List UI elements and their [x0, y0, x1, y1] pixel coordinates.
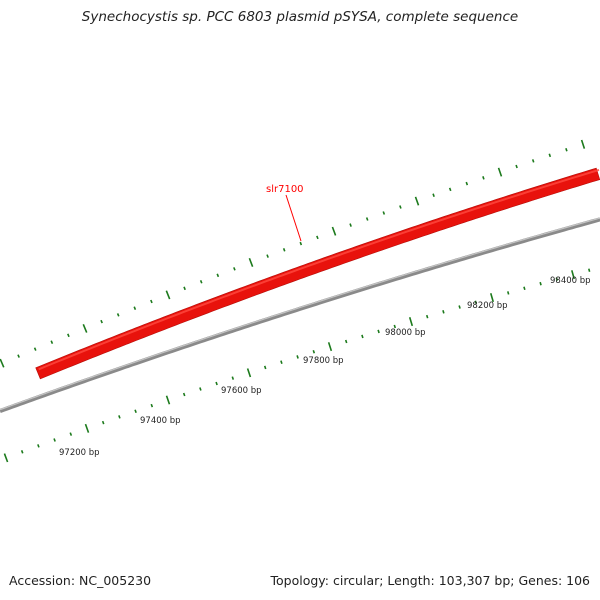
- inner-tick-major: [84, 423, 90, 433]
- outer-tick-track: [0, 139, 586, 368]
- inner-tick-minor: [199, 387, 202, 391]
- inner-tick-minor: [393, 324, 397, 329]
- inner-tick-minor: [69, 432, 73, 436]
- outer-tick-minor: [183, 286, 186, 291]
- inner-tick-minor: [215, 381, 218, 386]
- outer-tick-minor: [282, 248, 286, 252]
- outer-tick-major: [82, 323, 88, 333]
- inner-tick-minor: [474, 300, 478, 305]
- backbone-line: [0, 217, 600, 413]
- outer-tick-major: [414, 196, 420, 206]
- outer-tick-major: [331, 226, 337, 236]
- inner-tick-minor: [523, 286, 526, 291]
- gene-label-slr7100[interactable]: slr7100: [266, 184, 304, 195]
- inner-tick-minor: [101, 420, 105, 425]
- outer-tick-minor: [100, 319, 103, 324]
- inner-tick-minor: [280, 360, 283, 364]
- inner-tick-minor: [118, 415, 121, 419]
- inner-tick-minor: [37, 444, 40, 448]
- inner-tick-minor: [263, 365, 267, 370]
- inner-tick-minor: [231, 376, 235, 380]
- inner-tick-major: [246, 368, 252, 378]
- outer-tick-minor: [382, 211, 386, 215]
- inner-tick-track: [3, 268, 591, 463]
- inner-tick-major: [571, 270, 575, 280]
- inner-tick-major: [327, 342, 333, 352]
- outer-tick-minor: [482, 176, 485, 180]
- outer-tick-minor: [233, 267, 236, 271]
- outer-tick-minor: [365, 217, 369, 221]
- outer-tick-minor: [133, 306, 137, 310]
- outer-tick-major: [248, 257, 254, 267]
- plasmid-backbone: [0, 217, 600, 413]
- outer-tick-minor: [349, 223, 352, 227]
- outer-tick-minor: [531, 159, 535, 163]
- outer-tick-minor: [432, 193, 435, 197]
- outer-tick-minor: [50, 340, 54, 344]
- bp-label-98000-bp: 98000 bp: [385, 328, 426, 338]
- bp-label-97400-bp: 97400 bp: [140, 416, 181, 426]
- bp-label-97200-bp: 97200 bp: [59, 448, 100, 458]
- gene-label-pointer: [285, 194, 302, 242]
- inner-tick-major: [165, 395, 171, 405]
- outer-tick-minor: [33, 347, 37, 351]
- inner-tick-major: [489, 293, 495, 303]
- inner-tick-minor: [296, 355, 299, 359]
- inner-tick-minor: [539, 281, 542, 286]
- outer-tick-minor: [316, 235, 319, 240]
- outer-tick-minor: [199, 279, 203, 284]
- bp-label-97600-bp: 97600 bp: [221, 386, 262, 396]
- outer-tick-minor: [67, 333, 70, 338]
- inner-tick-minor: [555, 277, 559, 281]
- inner-tick-major: [408, 316, 414, 327]
- inner-tick-minor: [588, 268, 591, 272]
- outer-tick-minor: [116, 313, 120, 317]
- inner-tick-minor: [344, 339, 348, 344]
- bp-label-98400-bp: 98400 bp: [550, 276, 591, 286]
- outer-tick-major: [497, 167, 503, 177]
- inner-tick-major: [3, 453, 9, 463]
- outer-tick-minor: [515, 164, 518, 169]
- outer-tick-minor: [17, 354, 20, 358]
- inner-tick-minor: [182, 392, 186, 397]
- bp-label-98200-bp: 98200 bp: [467, 301, 508, 311]
- bp-label-97800-bp: 97800 bp: [303, 356, 344, 366]
- outer-tick-minor: [299, 241, 303, 246]
- inner-tick-minor: [53, 438, 56, 442]
- outer-tick-major: [580, 139, 586, 149]
- outer-tick-minor: [548, 153, 552, 158]
- outer-tick-minor: [465, 181, 469, 186]
- inner-tick-minor: [458, 305, 461, 309]
- map-title: Synechocystis sp. PCC 6803 plasmid pSYSA…: [81, 9, 519, 25]
- outer-tick-minor: [399, 205, 402, 209]
- inner-tick-minor: [312, 349, 316, 354]
- gene-bar-slr7100: [35, 167, 600, 380]
- backbone-highlight: [0, 217, 600, 411]
- outer-tick-minor: [565, 148, 568, 152]
- outer-tick-major: [0, 358, 5, 368]
- outer-tick-major: [165, 290, 171, 300]
- inner-tick-minor: [134, 409, 137, 413]
- inner-tick-minor: [361, 334, 364, 339]
- outer-tick-minor: [216, 273, 220, 278]
- gene-feature-track: [35, 167, 600, 380]
- topology-summary: Topology: circular; Length: 103,307 bp; …: [270, 573, 591, 588]
- outer-tick-minor: [266, 254, 269, 258]
- gene-bar-highlight: [38, 168, 600, 371]
- outer-tick-minor: [448, 187, 452, 192]
- gene-label-group: slr7100: [266, 184, 304, 242]
- bp-scale-labels: 97200 bp 97400 bp 97600 bp 97800 bp 98000 bp…: [59, 276, 591, 458]
- accession-text: Accession: NC_005230: [9, 573, 152, 588]
- inner-tick-minor: [150, 403, 154, 408]
- inner-tick-minor: [425, 314, 429, 319]
- inner-tick-minor: [20, 450, 24, 454]
- inner-tick-minor: [506, 291, 510, 295]
- inner-tick-minor: [377, 329, 380, 334]
- outer-tick-minor: [150, 299, 153, 304]
- inner-tick-minor: [442, 310, 445, 314]
